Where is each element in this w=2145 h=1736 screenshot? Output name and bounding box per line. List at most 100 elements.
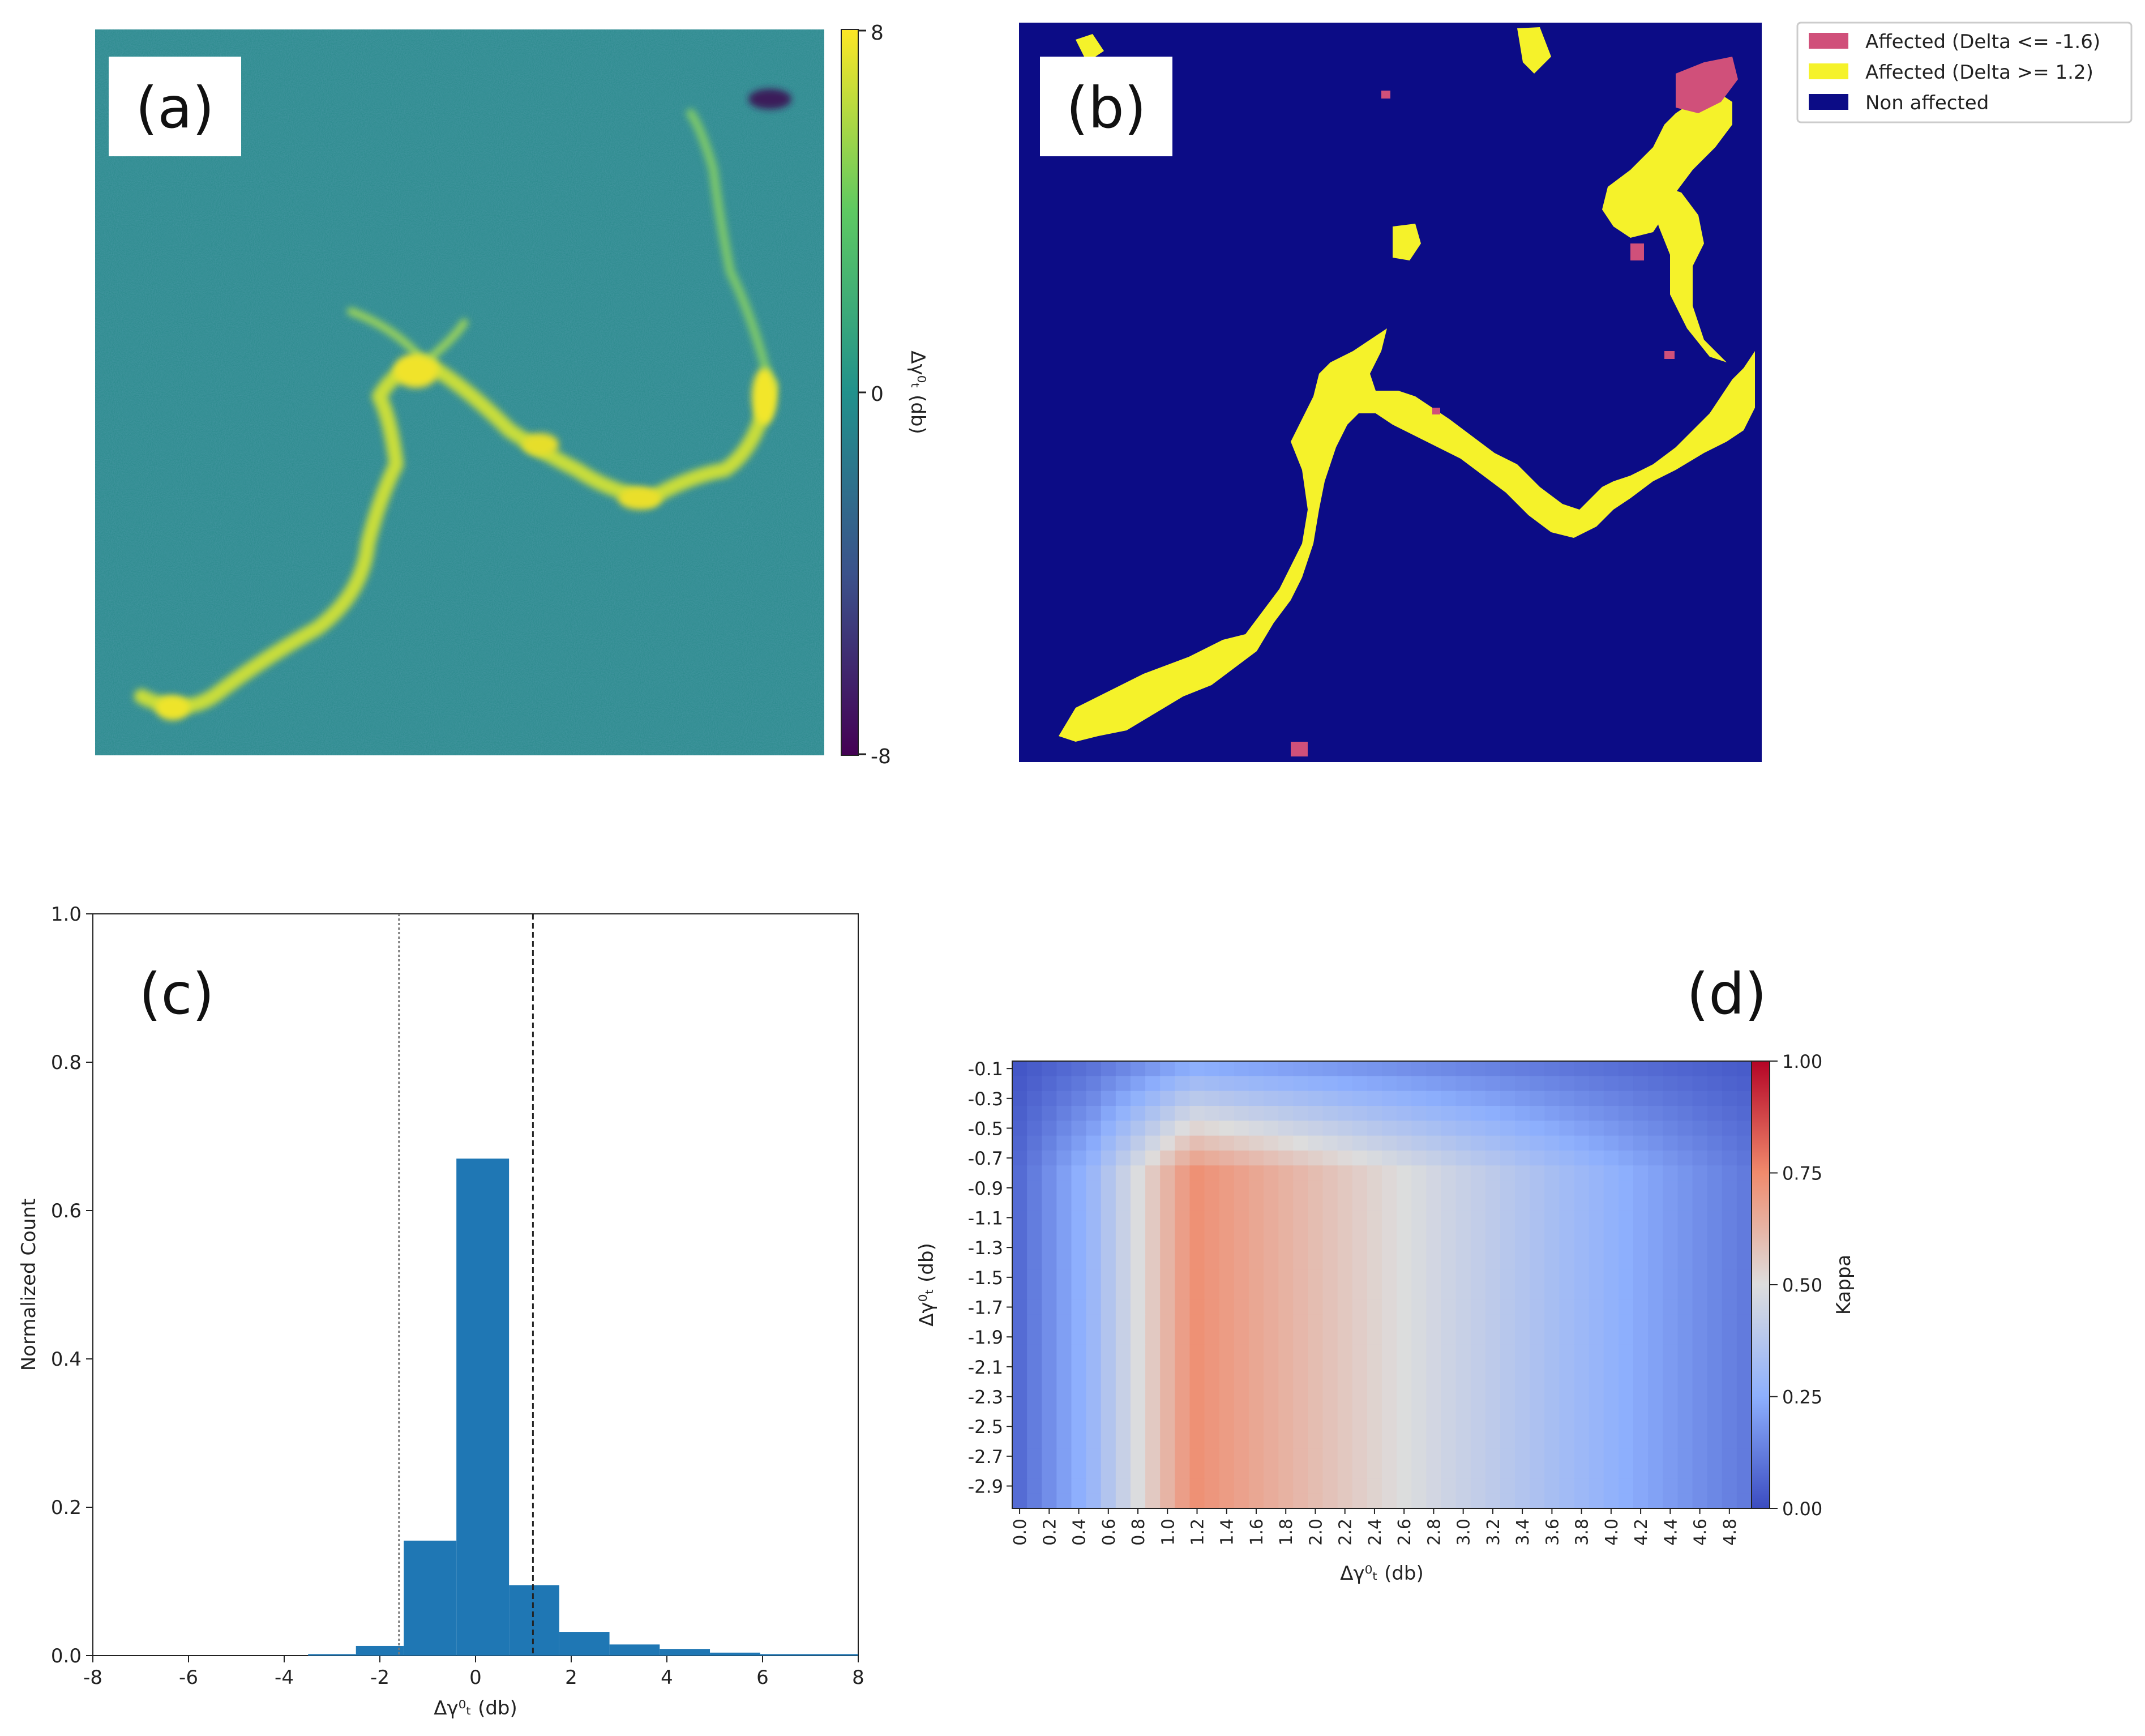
heatmap-cell (1145, 1106, 1161, 1121)
heatmap-cell (1397, 1434, 1412, 1449)
heatmap-cell (1101, 1076, 1116, 1092)
heatmap-cell (1204, 1121, 1220, 1136)
heatmap-cell (1470, 1210, 1486, 1226)
heatmap-cell (1441, 1389, 1457, 1405)
heatmap-cell (1470, 1091, 1486, 1106)
heatmap-cell (1589, 1091, 1604, 1106)
heatmap-cell (1234, 1195, 1249, 1211)
heatmap-cell (1308, 1121, 1324, 1136)
heatmap-cell (1648, 1448, 1663, 1464)
heatmap-cell (1677, 1135, 1693, 1151)
panel-b-label: (b) (1066, 75, 1146, 141)
heatmap-cell (1219, 1434, 1235, 1449)
heatmap-cell (1544, 1091, 1560, 1106)
heatmap-cell (1426, 1434, 1442, 1449)
heatmap-cell (1071, 1061, 1087, 1076)
heatmap-cell (1175, 1374, 1191, 1389)
histogram-y-tick-label-2: 0.4 (51, 1348, 82, 1371)
heatmap-cell (1056, 1269, 1072, 1285)
heatmap-cell (1426, 1329, 1442, 1345)
affected-neg-top (1676, 57, 1738, 113)
heatmap-cell (1559, 1434, 1575, 1449)
heatmap-cell (1086, 1404, 1102, 1419)
heatmap-cell (1470, 1076, 1486, 1092)
heatmap-cell (1278, 1314, 1294, 1330)
heatmap-cell (1042, 1464, 1057, 1479)
heatmap-cell (1189, 1493, 1205, 1509)
heatmap-cell (1411, 1106, 1427, 1121)
heatmap-cell (1248, 1121, 1264, 1136)
heatmap-cell (1411, 1314, 1427, 1330)
heatmap-cell (1308, 1299, 1324, 1315)
heatmap-cell (1455, 1344, 1471, 1360)
heatmap-cell (1515, 1269, 1530, 1285)
heatmap-cell (1027, 1419, 1042, 1434)
heatmap-cell (1086, 1344, 1102, 1360)
heatmap-cell (1337, 1285, 1353, 1300)
heatmap-cell (1707, 1135, 1723, 1151)
heatmap-cell (1175, 1359, 1191, 1375)
heatmap-cell (1027, 1299, 1042, 1315)
heatmap-y-tick-label-8: -1.7 (968, 1297, 1003, 1319)
heatmap-cell (1411, 1076, 1427, 1092)
heatmap-cell (1012, 1255, 1027, 1271)
heatmap-cell (1500, 1285, 1515, 1300)
histogram-x-ticks: -8 -6 -4 -2 0 2 4 6 8 (83, 1656, 864, 1689)
heatmap-cell (1589, 1061, 1604, 1076)
heatmap-cell (1736, 1151, 1752, 1166)
heatmap-cell (1337, 1091, 1353, 1106)
heatmap-cell (1101, 1151, 1116, 1166)
heatmap-cell (1175, 1210, 1191, 1226)
heatmap-cell (1042, 1419, 1057, 1434)
heatmap-cell (1130, 1464, 1146, 1479)
heatmap-cell (1589, 1240, 1604, 1255)
histogram-x-tick-label-0: -8 (83, 1666, 102, 1689)
heatmap-x-tick-label-21: 4.2 (1632, 1519, 1651, 1546)
heatmap-cell (1677, 1329, 1693, 1345)
heatmap-cell (1663, 1255, 1678, 1271)
heatmap-cell (1056, 1285, 1072, 1300)
heatmap-x-tick-label-14: 2.8 (1424, 1519, 1444, 1546)
heatmap-cell (1485, 1344, 1501, 1360)
heatmap-cell (1382, 1121, 1397, 1136)
heatmap-cell (1530, 1374, 1545, 1389)
heatmap-cell (1677, 1314, 1693, 1330)
heatmap-cell (1264, 1464, 1279, 1479)
heatmap-cell (1234, 1061, 1249, 1076)
heatmap-cell (1322, 1464, 1338, 1479)
heatmap-cell (1485, 1389, 1501, 1405)
heatmap-cell (1367, 1419, 1382, 1434)
heatmap-cell (1455, 1464, 1471, 1479)
heatmap-cell (1574, 1404, 1590, 1419)
heatmap-cell (1012, 1285, 1027, 1300)
heatmap-cell (1426, 1180, 1442, 1196)
heatmap-cell (1130, 1448, 1146, 1464)
heatmap-cell (1042, 1180, 1057, 1196)
heatmap-cell (1677, 1180, 1693, 1196)
heatmap-cell (1441, 1434, 1457, 1449)
panel-b-legend: Affected (Delta <= -1.6) Affected (Delta… (1796, 22, 2133, 123)
heatmap-cell (1308, 1106, 1324, 1121)
heatmap-cell (1736, 1165, 1752, 1181)
heatmap-cell (1618, 1419, 1634, 1434)
heatmap-cell (1248, 1269, 1264, 1285)
heatmap-cell (1264, 1404, 1279, 1419)
heatmap-cell (1382, 1091, 1397, 1106)
heatmap-cell (1337, 1344, 1353, 1360)
heatmap-cell (1544, 1493, 1560, 1509)
heatmap-cell (1056, 1464, 1072, 1479)
heatmap-cell (1485, 1151, 1501, 1166)
heatmap-cell (1677, 1478, 1693, 1494)
heatmap-cell (1707, 1448, 1723, 1464)
heatmap-cell (1337, 1195, 1353, 1211)
heatmap-cell (1692, 1299, 1708, 1315)
heatmap-cell (1485, 1478, 1501, 1494)
heatmap-cell (1367, 1106, 1382, 1121)
heatmap-cell (1618, 1448, 1634, 1464)
heatmap-cell (1426, 1404, 1442, 1419)
heatmap-cell (1322, 1210, 1338, 1226)
heatmap-cell (1382, 1314, 1397, 1330)
affected-pos-small-2 (1076, 34, 1104, 62)
heatmap-cell (1189, 1419, 1205, 1434)
heatmap-cell (1219, 1091, 1235, 1106)
